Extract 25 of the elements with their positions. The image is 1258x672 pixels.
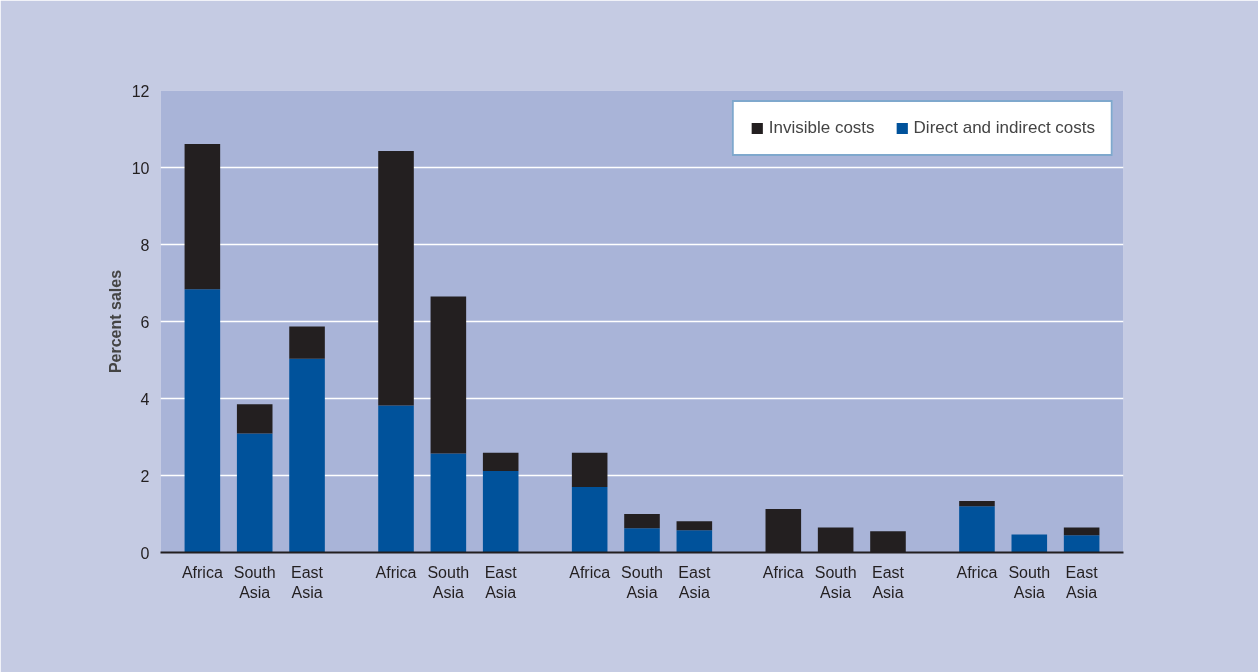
x-tick-label: East Asia bbox=[678, 563, 711, 601]
y-tick-label: 0 bbox=[140, 544, 150, 562]
x-tick-label: South Asia bbox=[233, 563, 276, 601]
y-tick-label: 12 bbox=[131, 82, 150, 100]
x-tick-label: South Asia bbox=[427, 563, 470, 601]
x-tick-label: East Asia bbox=[484, 563, 518, 601]
y-tick-label: 8 bbox=[140, 236, 150, 254]
x-tick-label: South Asia bbox=[1008, 563, 1051, 601]
x-tick-label: Africa bbox=[956, 563, 998, 581]
y-tick-label: 6 bbox=[140, 313, 150, 331]
legend-label: Invisible costs bbox=[768, 118, 875, 138]
x-tick-label: East Asia bbox=[291, 563, 324, 601]
y-tick-label: 2 bbox=[140, 467, 150, 485]
x-tick-label: East Asia bbox=[1065, 563, 1099, 601]
y-tick-label: 10 bbox=[131, 159, 150, 177]
x-tick-label: East Asia bbox=[871, 563, 905, 601]
legend-label: Direct and indirect costs bbox=[913, 118, 1095, 138]
y-tick-label: 4 bbox=[140, 390, 150, 408]
x-tick-label: Africa bbox=[181, 563, 223, 581]
y-axis-title: Percent sales bbox=[106, 269, 124, 374]
x-tick-label: South Asia bbox=[621, 563, 663, 601]
x-tick-label: Africa bbox=[569, 563, 611, 581]
x-tick-label: Africa bbox=[762, 563, 804, 581]
x-tick-label: Africa bbox=[375, 563, 417, 581]
x-tick-label: South Asia bbox=[814, 563, 857, 601]
